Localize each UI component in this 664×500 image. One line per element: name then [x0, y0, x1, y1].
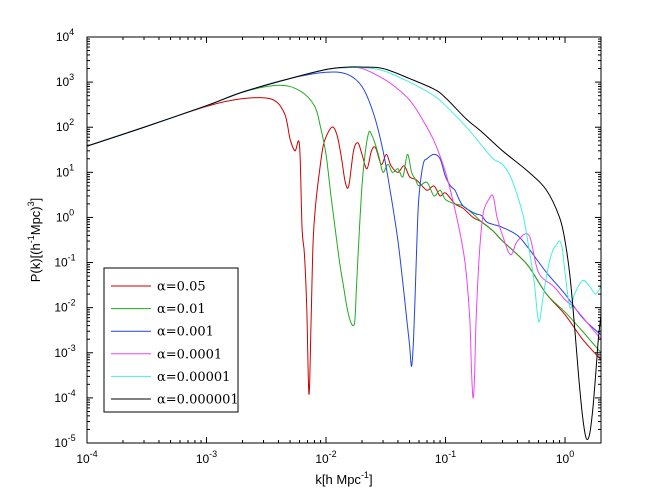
series-line-1: [87, 96, 601, 395]
y-tick-label: 10-5: [54, 433, 75, 450]
legend-label-3: α=0.001: [157, 325, 214, 340]
x-tick-label: 10-2: [315, 449, 336, 466]
legend-label-1: α=0.05: [157, 280, 206, 295]
y-tick-label: 10-1: [54, 253, 75, 270]
y-tick-label: 10-3: [54, 343, 75, 360]
legend-box: [103, 267, 239, 413]
y-tick-label: 10-2: [54, 298, 75, 315]
legend-label-6: α=0.000001: [157, 393, 239, 408]
y-tick-label: 101: [56, 162, 74, 179]
y-tick-label: 100: [56, 207, 74, 224]
series-line-3: [87, 71, 601, 367]
x-tick-label: 100: [556, 449, 574, 466]
ticks-group: 10-4 10-3 10-2 10-1 10010-510-410-310-210-11…: [54, 27, 601, 466]
plot-frame: [86, 36, 602, 444]
series-line-6: [87, 66, 601, 441]
legend-label-2: α=0.01: [157, 302, 206, 317]
series-group: [87, 66, 601, 441]
legend-label-4: α=0.0001: [157, 347, 222, 362]
x-axis-label: k[h Mpc-1]: [315, 470, 372, 487]
y-tick-label: 102: [56, 117, 74, 134]
legend: α=0.05 α=0.01 α=0.001 α=0.0001 α=0.00001 α=0.…: [103, 267, 239, 413]
y-tick-label: 104: [56, 27, 74, 44]
x-tick-label: 10-3: [196, 449, 217, 466]
legend-label-5: α=0.00001: [157, 370, 230, 385]
x-tick-label: 10-1: [435, 449, 456, 466]
y-tick-label: 10-4: [54, 388, 75, 405]
x-tick-label: 10-4: [76, 449, 97, 466]
series-line-2: [87, 84, 601, 354]
y-axis-label: P(k)[(h-1Mpc)3]: [26, 198, 43, 283]
y-tick-label: 103: [56, 72, 74, 89]
